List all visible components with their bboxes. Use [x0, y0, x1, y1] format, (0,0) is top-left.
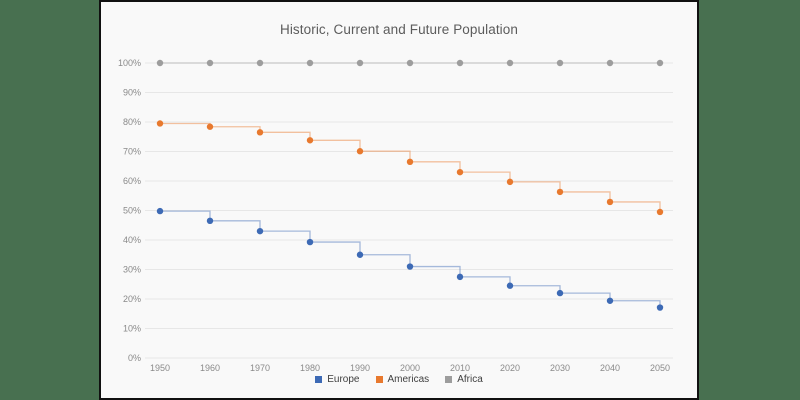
data-point-africa[interactable] [656, 59, 664, 67]
legend-swatch-icon [375, 376, 383, 383]
legend-swatch-icon [315, 376, 323, 383]
data-point-africa[interactable] [606, 59, 614, 67]
y-axis-label: 0% [128, 353, 141, 363]
data-point-americas[interactable] [656, 208, 664, 216]
legend-label: Africa [457, 374, 483, 385]
data-point-africa[interactable] [406, 59, 414, 67]
data-point-americas[interactable] [256, 129, 264, 136]
data-point-africa[interactable] [556, 59, 564, 67]
data-point-americas[interactable] [556, 188, 564, 196]
y-axis-label: 10% [123, 324, 141, 334]
y-axis-label: 80% [123, 117, 141, 127]
x-axis-label: 1980 [300, 363, 320, 373]
data-point-africa[interactable] [456, 59, 464, 67]
data-point-africa[interactable] [506, 59, 514, 67]
y-axis-label: 20% [123, 294, 141, 304]
data-point-africa[interactable] [356, 59, 364, 67]
x-axis-label: 2030 [550, 363, 570, 373]
data-point-europe[interactable] [306, 238, 314, 246]
y-axis-label: 60% [123, 176, 141, 186]
data-point-europe[interactable] [656, 304, 664, 311]
chart-canvas: 0% 10% 20% 30% 40% 50% 60% 70% 80% 90% 100% 1950 196… [118, 58, 673, 373]
chart-card: Historic, Current and Future Population … [99, 0, 699, 400]
x-axis-label: 2050 [650, 363, 670, 373]
legend-swatch-icon [445, 376, 453, 383]
data-point-europe[interactable] [456, 273, 464, 281]
data-point-europe[interactable] [156, 207, 164, 215]
data-point-europe[interactable] [356, 251, 364, 258]
data-point-europe[interactable] [606, 297, 614, 304]
x-axis-label: 1970 [250, 363, 270, 373]
data-point-americas[interactable] [156, 120, 164, 127]
data-point-africa[interactable] [206, 59, 214, 67]
x-axis-label: 2020 [500, 363, 520, 373]
data-point-americas[interactable] [356, 148, 364, 155]
data-point-europe[interactable] [506, 282, 514, 289]
y-axis-label: 70% [123, 147, 141, 157]
x-axis-label: 1960 [200, 363, 220, 373]
chart-title: Historic, Current and Future Population [279, 22, 518, 37]
data-point-europe[interactable] [406, 263, 414, 270]
x-axis-label: 2040 [600, 363, 620, 373]
x-axis-label: 1990 [350, 363, 370, 373]
chart-legend: Europe Americas Africa [101, 374, 697, 385]
legend-label: Europe [327, 374, 360, 385]
data-point-europe[interactable] [206, 217, 214, 225]
legend-item-europe[interactable]: Europe [315, 374, 360, 385]
x-axis-label: 2010 [450, 363, 470, 373]
x-axis-label: 2000 [400, 363, 420, 373]
data-point-americas[interactable] [506, 178, 514, 186]
y-axis-label: 100% [118, 58, 141, 68]
data-point-americas[interactable] [206, 123, 214, 130]
y-axis-label: 90% [123, 88, 141, 98]
series-line-americas [160, 122, 661, 212]
series-line-europe [160, 210, 661, 308]
legend-item-africa[interactable]: Africa [445, 374, 483, 385]
data-point-americas[interactable] [306, 137, 314, 144]
legend-item-americas[interactable]: Americas [375, 374, 430, 385]
data-point-europe[interactable] [256, 227, 264, 235]
data-point-africa[interactable] [256, 59, 264, 67]
y-axis-label: 50% [123, 206, 141, 216]
y-axis-label: 40% [123, 235, 141, 245]
data-point-americas[interactable] [606, 198, 614, 206]
x-axis-label: 1950 [150, 363, 170, 373]
data-point-europe[interactable] [556, 289, 564, 297]
data-point-americas[interactable] [456, 168, 464, 176]
data-point-africa[interactable] [156, 59, 164, 67]
legend-label: Americas [387, 374, 430, 385]
data-point-americas[interactable] [406, 158, 414, 166]
y-axis-label: 30% [123, 265, 141, 275]
data-point-africa[interactable] [306, 59, 314, 67]
